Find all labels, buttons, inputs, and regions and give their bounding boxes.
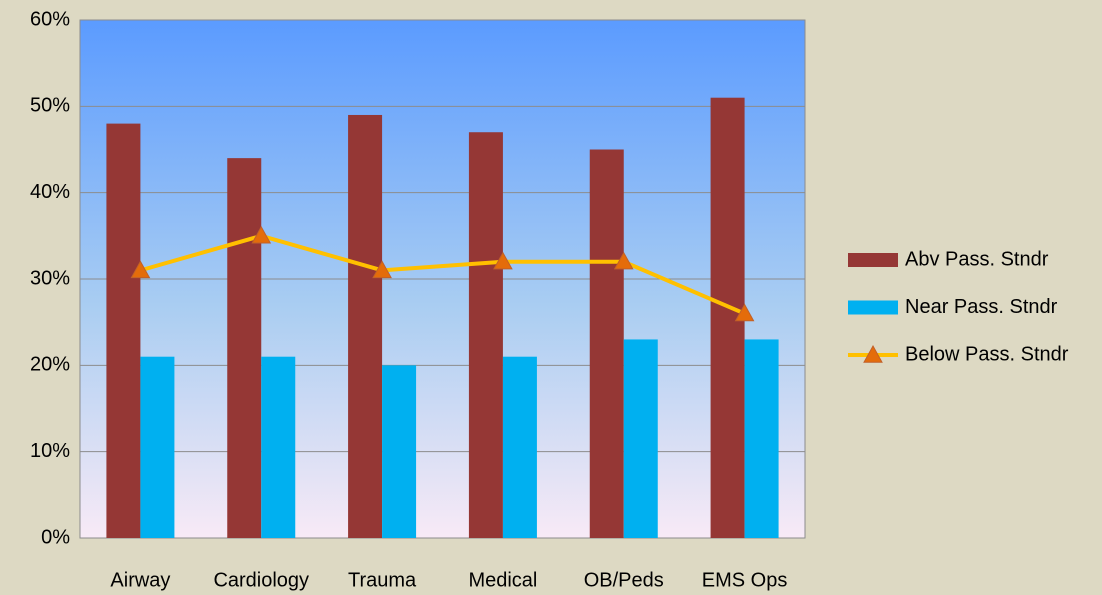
line-marker (613, 251, 634, 270)
x-tick-label: Airway (110, 569, 170, 591)
x-tick-label: Medical (468, 569, 537, 591)
y-tick-label: 10% (30, 440, 70, 462)
bar (468, 132, 503, 538)
bar (744, 339, 779, 538)
legend-swatch (848, 300, 898, 315)
bar (502, 356, 537, 538)
x-tick-label: OB/Peds (584, 569, 664, 591)
bar (623, 339, 658, 538)
line-marker (734, 303, 755, 322)
y-tick-label: 20% (30, 354, 70, 376)
line-marker (372, 260, 392, 279)
legend-swatch (848, 253, 898, 267)
x-tick-label: Trauma (348, 569, 417, 591)
bar (227, 158, 262, 538)
bar (140, 356, 175, 538)
x-tick-label: EMS Ops (702, 569, 788, 591)
bar (348, 114, 383, 538)
legend-label: Below Pass. Stndr (905, 343, 1069, 365)
legend-marker (863, 344, 883, 363)
y-tick-label: 60% (30, 8, 70, 30)
y-tick-label: 0% (41, 526, 70, 548)
line-marker (130, 260, 151, 279)
legend-label: Abv Pass. Stndr (905, 248, 1049, 270)
y-tick-label: 50% (30, 95, 70, 117)
x-tick-label: Cardiology (213, 569, 309, 591)
legend-label: Near Pass. Stndr (905, 296, 1058, 318)
bar (382, 365, 417, 538)
y-tick-label: 40% (30, 181, 70, 203)
line (139, 233, 746, 316)
y-tick-label: 30% (30, 267, 70, 289)
line-marker (493, 251, 513, 270)
bar (261, 356, 296, 538)
bar (106, 123, 141, 538)
line-marker (251, 225, 272, 244)
bar (589, 149, 624, 538)
